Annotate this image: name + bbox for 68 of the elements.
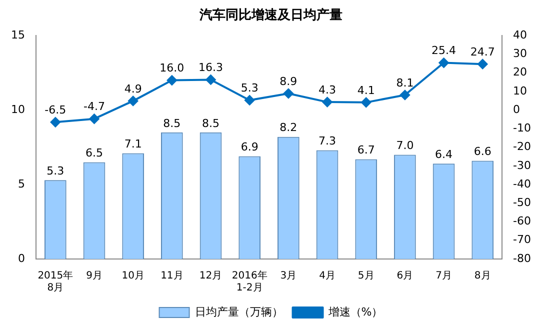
data-label: 6.4 xyxy=(435,148,453,162)
data-label: 8.1 xyxy=(396,76,414,90)
data-label: 5.3 xyxy=(240,82,258,95)
x-tick-label: 2016年 1-2月 xyxy=(232,270,268,294)
data-label: 25.4 xyxy=(432,44,456,58)
data-label: 24.7 xyxy=(470,45,495,58)
y2-tick-label: 10 xyxy=(513,84,528,98)
x-tick-label: 11月 xyxy=(160,270,184,282)
x-tick-label: 12月 xyxy=(199,270,222,282)
data-label: -4.7 xyxy=(84,100,105,114)
point xyxy=(244,95,255,106)
data-label: 7.1 xyxy=(124,138,142,151)
point xyxy=(50,117,60,128)
y2-tick-label: -20 xyxy=(513,140,531,154)
data-label: 16.0 xyxy=(160,62,184,75)
x-tick-label: 5月 xyxy=(358,270,374,282)
y2-tick-label: -50 xyxy=(513,196,531,210)
data-label: 6.5 xyxy=(86,146,103,160)
data-label: 6.7 xyxy=(357,144,375,157)
y-tick-label: 10 xyxy=(10,102,25,116)
y2-tick-label: 20 xyxy=(513,66,528,79)
y2-tick-label: 0 xyxy=(513,102,520,116)
legend-label: 增速（%） xyxy=(327,305,383,318)
x-tick-label: 9月 xyxy=(86,270,102,282)
point xyxy=(400,90,410,100)
data-label: 7.3 xyxy=(318,134,336,148)
point xyxy=(89,114,100,124)
point xyxy=(322,97,332,108)
point xyxy=(478,59,488,70)
x-tick-label: 4月 xyxy=(319,270,336,282)
data-label: 6.6 xyxy=(474,145,492,158)
y2-tick-label: -60 xyxy=(513,214,531,228)
data-label: 8.5 xyxy=(163,116,181,130)
y2-tick-label: -10 xyxy=(513,122,531,135)
y-tick-label: 5 xyxy=(18,177,25,190)
data-label: 16.3 xyxy=(198,61,224,74)
y2-tick-label: -70 xyxy=(513,233,531,246)
point xyxy=(128,96,138,106)
x-tick-label: 2015年 8月 xyxy=(38,270,74,294)
legend-label: 日均产量（万辆） xyxy=(194,305,283,318)
data-label: 8.9 xyxy=(280,74,298,88)
x-tick-label: 6月 xyxy=(396,270,414,282)
data-label: 6.9 xyxy=(240,140,258,154)
x-tick-label: 10月 xyxy=(122,270,144,282)
y2-tick-label: -40 xyxy=(513,177,531,190)
data-label: 4.1 xyxy=(357,84,375,97)
data-label: -6.5 xyxy=(44,104,66,117)
point xyxy=(166,75,177,86)
y-tick-label: 15 xyxy=(10,28,25,42)
data-label: 4.3 xyxy=(318,83,336,96)
chart-title: 汽车同比增速及日均产量 xyxy=(198,6,344,24)
data-label: 5.3 xyxy=(46,164,64,178)
x-tick-label: 8月 xyxy=(474,270,491,282)
x-tick-label: 3月 xyxy=(280,270,297,282)
point xyxy=(438,58,449,68)
point xyxy=(283,88,294,98)
point xyxy=(206,74,216,85)
y2-tick-label: 30 xyxy=(513,47,528,60)
y2-tick-label: -80 xyxy=(513,252,531,265)
y-tick-label: 0 xyxy=(18,252,25,265)
y2-tick-label: -30 xyxy=(513,158,531,172)
x-tick-label: 7月 xyxy=(436,270,452,282)
data-label: 8.2 xyxy=(280,121,298,134)
data-label: 4.9 xyxy=(124,82,142,96)
point xyxy=(361,97,372,108)
data-label: 8.5 xyxy=(202,116,220,130)
data-label: 7.0 xyxy=(396,139,414,152)
y2-tick-label: 40 xyxy=(513,28,528,42)
